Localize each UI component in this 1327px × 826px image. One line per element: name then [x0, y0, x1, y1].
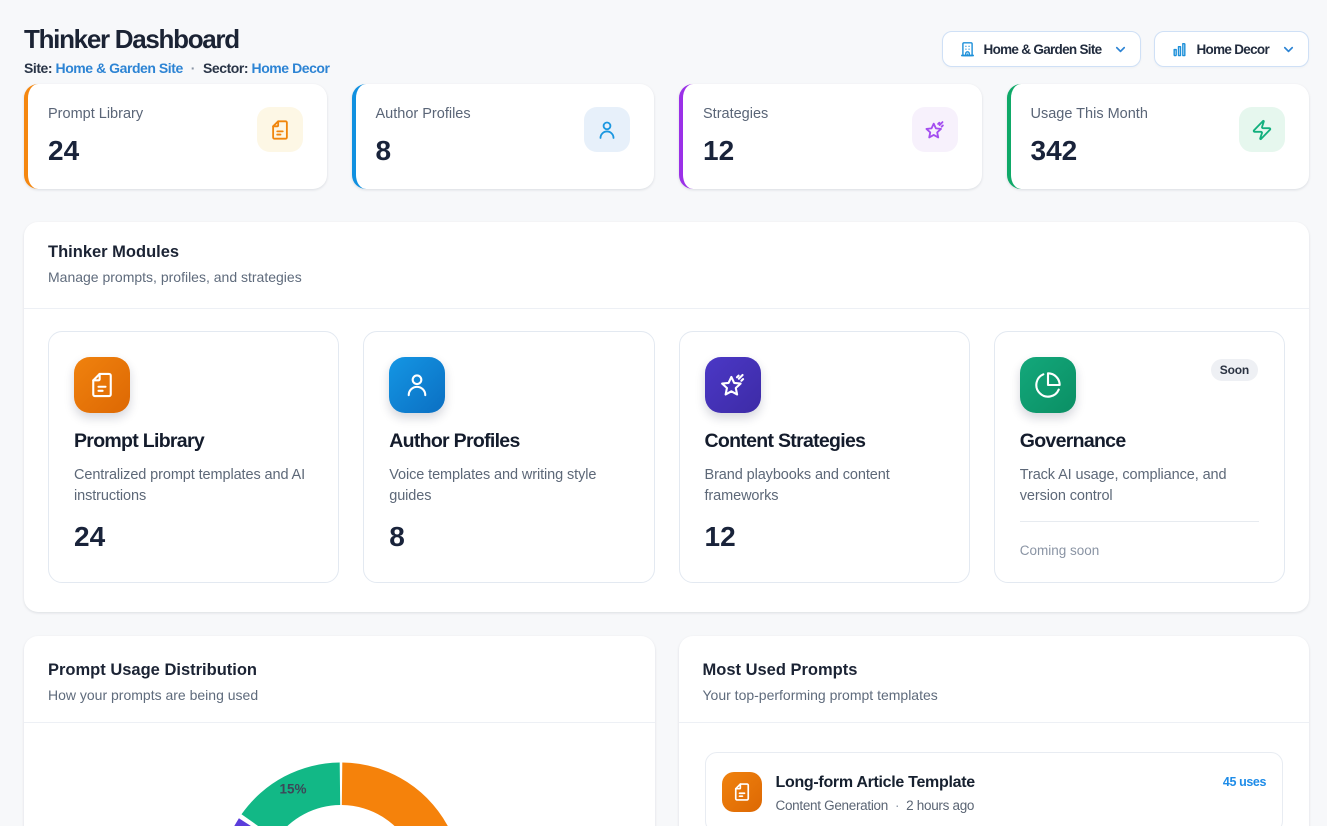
svg-text:15%: 15%: [279, 782, 306, 797]
